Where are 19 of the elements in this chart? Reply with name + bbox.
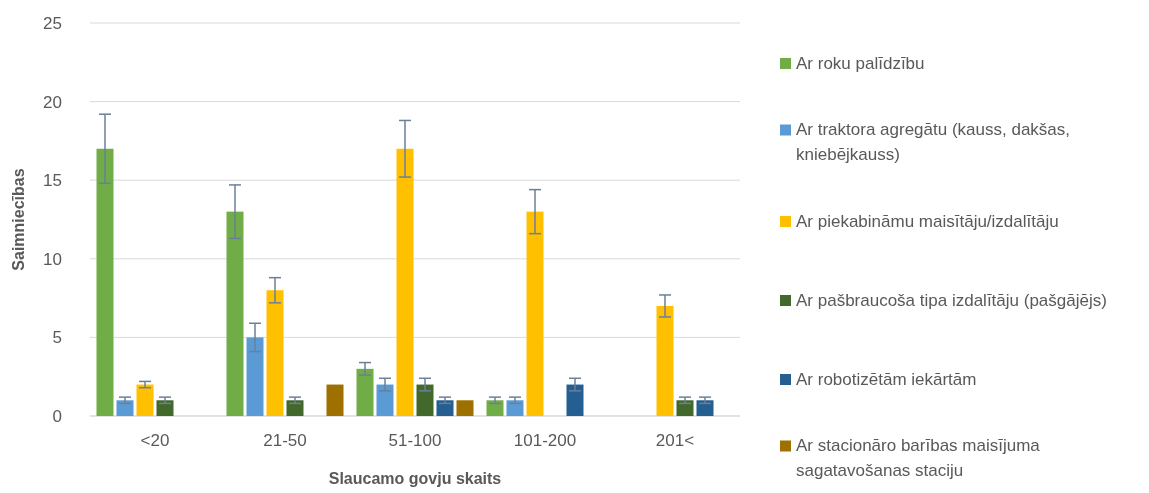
y-axis-title: Saimniecības bbox=[10, 168, 27, 271]
x-tick-label: 101-200 bbox=[513, 431, 577, 450]
legend-label: Ar robotizētām iekārtām bbox=[796, 369, 977, 389]
legend-label: Ar piekabināmu maisītāju/izdalītāju bbox=[796, 211, 1059, 231]
y-tick-label: 15 bbox=[43, 171, 62, 191]
legend-label: Ar stacionāro barības maisījuma sagatavošanas staciju bbox=[796, 436, 1041, 481]
x-tick-label: 51-100 bbox=[388, 431, 442, 450]
y-tick-label: 5 bbox=[52, 328, 62, 348]
y-tick-label: 0 bbox=[52, 406, 62, 426]
x-tick-label: 201< bbox=[655, 431, 695, 450]
y-tick-label: 25 bbox=[43, 13, 62, 33]
legend-label: Ar pašbraucoša tipa izdalītāju (pašgājējs) bbox=[796, 290, 1107, 310]
x-axis-title: Slaucamo govju skaits bbox=[328, 470, 502, 487]
y-tick-label: 20 bbox=[43, 92, 62, 112]
legend-label: Ar traktora agregātu (kauss, dakšas, kniebējkauss) bbox=[796, 120, 1071, 165]
legend-label: Ar roku palīdzību bbox=[796, 53, 925, 73]
x-tick-label: <20 bbox=[140, 431, 170, 450]
x-tick-label: 21-50 bbox=[263, 431, 307, 450]
y-tick-label: 10 bbox=[43, 249, 62, 269]
